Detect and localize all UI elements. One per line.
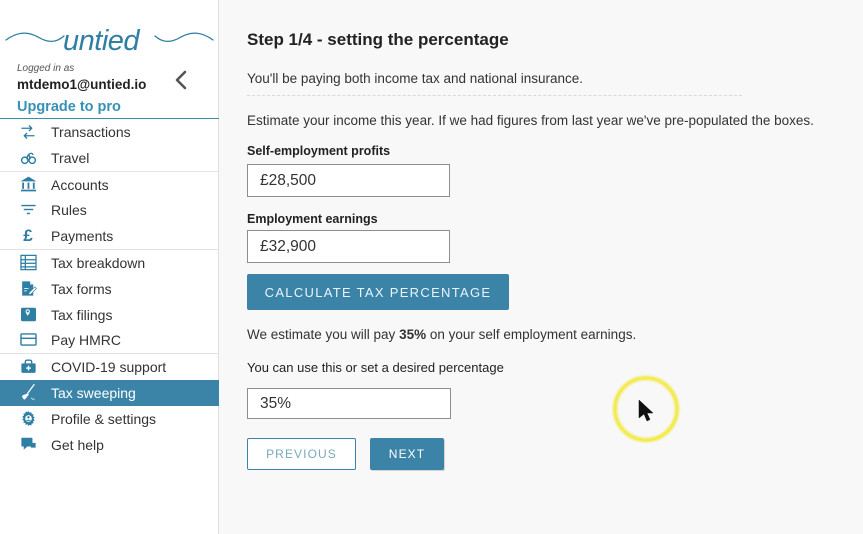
svg-text:untied: untied [63,25,140,57]
